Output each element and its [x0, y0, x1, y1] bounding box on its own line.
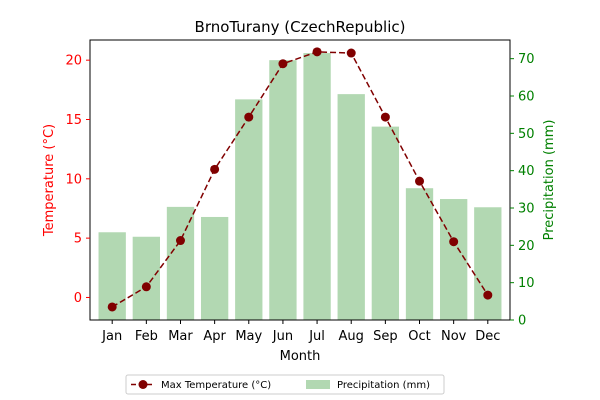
- temperature-line: [111, 51, 489, 308]
- left-y-axis: 0 5 10 15 20: [65, 54, 90, 306]
- left-tick-label: 5: [74, 232, 82, 247]
- right-tick-label: 60: [518, 90, 535, 105]
- right-tick-label: 50: [518, 127, 535, 142]
- plot-frame: [89, 39, 511, 321]
- left-axis-label: Temperature (°C): [42, 124, 57, 237]
- temperature-line-group: [107, 47, 493, 312]
- right-y-axis: 0 10 20 30 40 50 60 70: [510, 52, 535, 329]
- temp-point-may: [244, 112, 254, 122]
- x-tick-label: Dec: [475, 329, 500, 344]
- right-tick-label: 40: [518, 164, 535, 179]
- x-axis: Jan Feb Mar Apr May Jun Jul Aug Sep Oct Nov Dec: [101, 320, 500, 344]
- right-tick-label: 30: [518, 202, 535, 217]
- x-tick-label: Feb: [135, 329, 158, 344]
- precip-bar-aug: [337, 94, 365, 320]
- right-tick-label: 10: [518, 276, 535, 291]
- legend: Max Temperature (°C) Precipitation (mm): [125, 374, 445, 395]
- temp-point-jun: [278, 59, 288, 69]
- temp-point-oct: [415, 176, 425, 186]
- precip-bar-apr: [200, 216, 229, 320]
- x-axis-label: Month: [280, 349, 321, 364]
- right-axis-label: Precipitation (mm): [542, 120, 557, 241]
- right-tick-label: 20: [518, 239, 535, 254]
- x-tick-label: Apr: [203, 329, 226, 344]
- chart-title: BrnoTurany (CzechRepublic): [195, 18, 406, 36]
- left-tick-label: 15: [65, 113, 82, 128]
- precip-bar-may: [235, 99, 263, 320]
- temp-point-sep: [380, 112, 390, 122]
- temp-point-feb: [141, 282, 151, 292]
- x-tick-label: Nov: [441, 329, 467, 344]
- right-tick-label: 0: [518, 314, 526, 329]
- precip-bar-oct: [405, 188, 434, 320]
- x-tick-label: Jul: [308, 329, 325, 344]
- temp-point-jan: [107, 302, 117, 312]
- temp-point-mar: [175, 236, 185, 246]
- legend-marker-swatch: [138, 380, 148, 389]
- temp-point-nov: [449, 237, 459, 247]
- x-tick-label: Mar: [168, 329, 193, 344]
- temp-point-apr: [210, 164, 220, 174]
- x-tick-label: Jan: [101, 329, 122, 344]
- right-tick-label: 70: [518, 52, 535, 67]
- precip-bar-mar: [166, 206, 195, 320]
- precip-bar-dec: [474, 207, 502, 320]
- temp-point-jul: [312, 47, 322, 57]
- legend-label-temperature: Max Temperature (°C): [161, 380, 271, 391]
- x-tick-label: May: [235, 329, 262, 344]
- x-tick-label: Jun: [272, 329, 293, 344]
- precip-bar-feb: [132, 236, 160, 320]
- x-tick-label: Oct: [408, 329, 430, 344]
- left-tick-label: 0: [74, 291, 82, 306]
- temp-point-dec: [483, 290, 493, 300]
- legend-frame: [125, 374, 445, 395]
- left-tick-label: 10: [65, 172, 82, 187]
- precip-bar-jun: [269, 60, 297, 320]
- precip-bar-sep: [371, 126, 400, 320]
- x-tick-label: Sep: [373, 329, 398, 344]
- precip-bar-jul: [303, 53, 331, 321]
- legend-bar-swatch: [306, 380, 330, 389]
- precip-bar-nov: [440, 199, 468, 320]
- precipitation-bars: [98, 53, 502, 321]
- x-tick-label: Aug: [339, 329, 364, 344]
- legend-label-precipitation: Precipitation (mm): [337, 380, 430, 391]
- temp-point-aug: [346, 48, 356, 58]
- left-tick-label: 20: [65, 54, 82, 69]
